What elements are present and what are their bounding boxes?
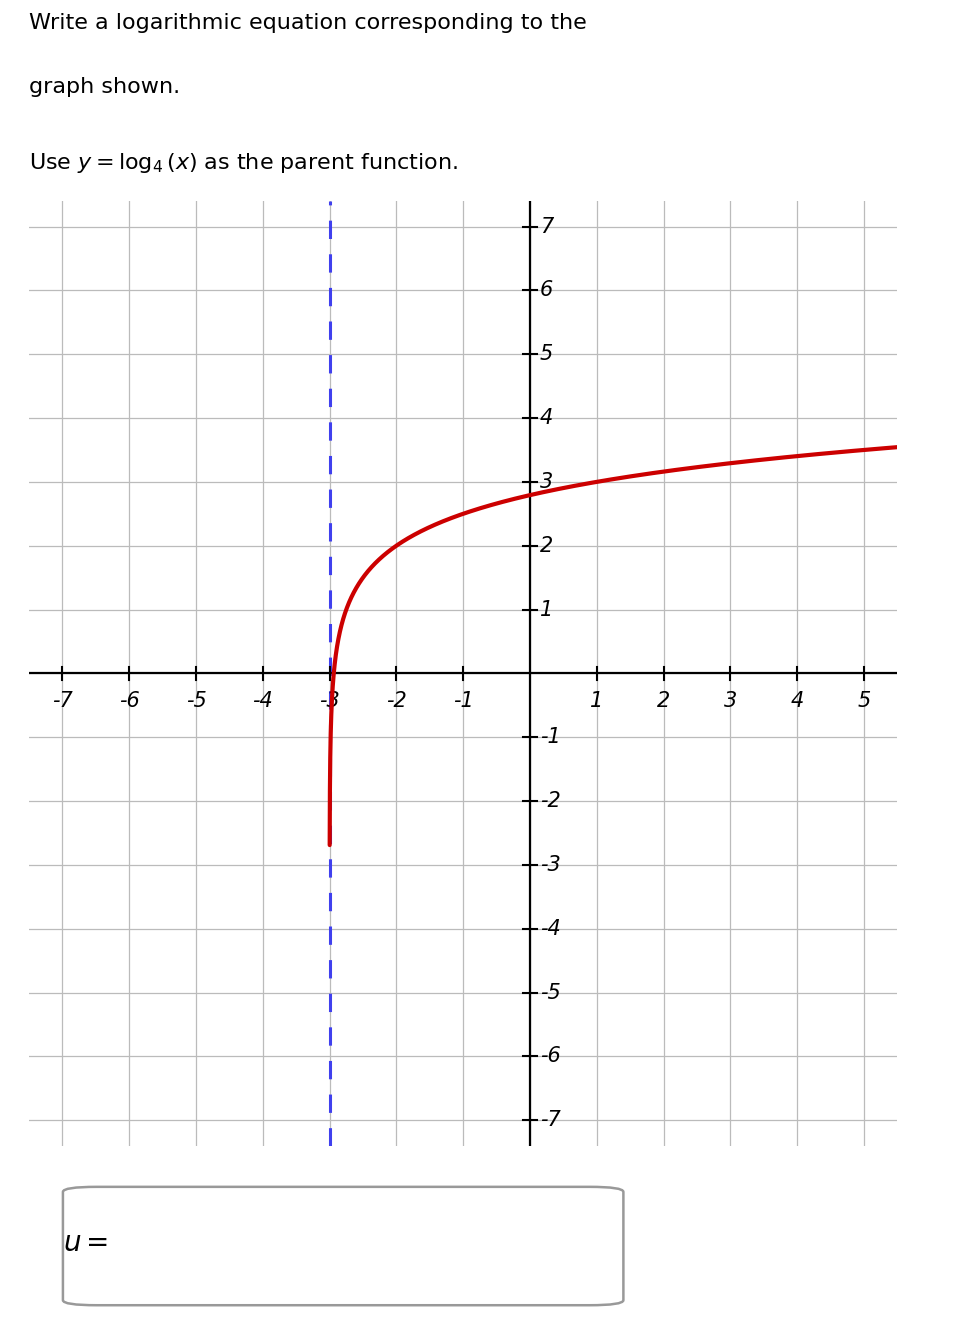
Text: 2: 2 (657, 691, 671, 712)
Text: -4: -4 (253, 691, 273, 712)
Text: 1: 1 (591, 691, 603, 712)
Text: graph shown.: graph shown. (29, 78, 180, 96)
Text: 7: 7 (540, 217, 553, 237)
Text: 4: 4 (790, 691, 804, 712)
Text: -3: -3 (319, 691, 340, 712)
Text: -7: -7 (52, 691, 72, 712)
Text: Write a logarithmic equation corresponding to the: Write a logarithmic equation correspondi… (29, 13, 587, 34)
Text: 2: 2 (540, 536, 553, 556)
Text: 3: 3 (724, 691, 737, 712)
Text: -6: -6 (119, 691, 140, 712)
Text: -2: -2 (386, 691, 407, 712)
Text: -5: -5 (540, 982, 561, 1002)
Text: -6: -6 (540, 1047, 561, 1067)
Text: 4: 4 (540, 407, 553, 427)
Text: -7: -7 (540, 1110, 561, 1130)
Text: 5: 5 (540, 344, 553, 364)
Text: Use $y = \log_4(x)$ as the parent function.: Use $y = \log_4(x)$ as the parent functi… (29, 151, 457, 174)
FancyBboxPatch shape (63, 1187, 623, 1305)
Text: -4: -4 (540, 919, 561, 939)
Text: $\mathit{u} =$: $\mathit{u} =$ (63, 1229, 108, 1257)
Text: -3: -3 (540, 855, 561, 875)
Text: 3: 3 (540, 472, 553, 492)
Text: -2: -2 (540, 791, 561, 811)
Text: 6: 6 (540, 280, 553, 300)
Text: -1: -1 (453, 691, 474, 712)
Text: -5: -5 (185, 691, 207, 712)
Text: 5: 5 (858, 691, 870, 712)
Text: 1: 1 (540, 599, 553, 619)
Text: -1: -1 (540, 728, 561, 748)
